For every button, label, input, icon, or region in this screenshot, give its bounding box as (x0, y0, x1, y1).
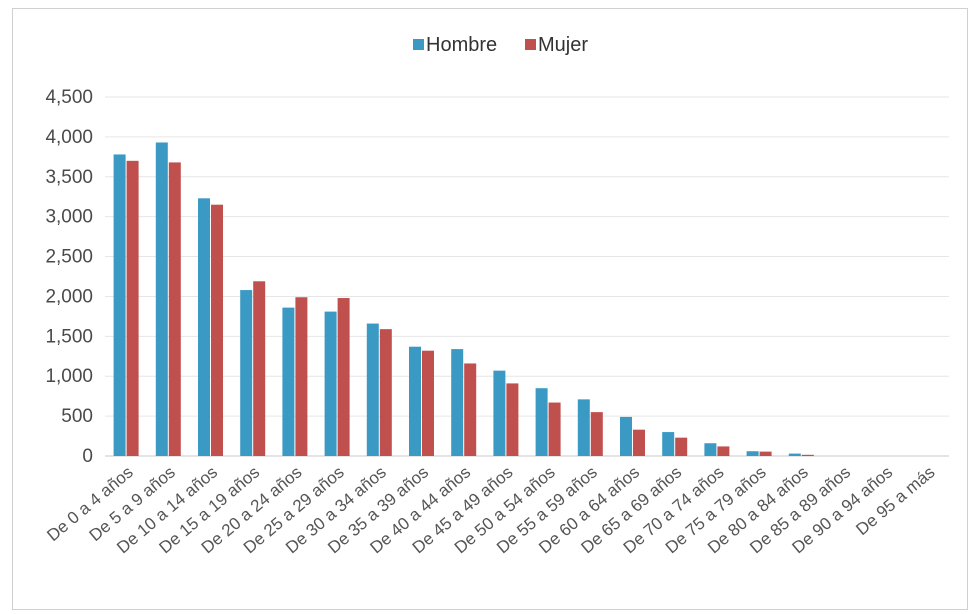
y-tick-label: 2,500 (45, 247, 93, 268)
bar-hombre (493, 371, 505, 456)
bar-mujer (675, 438, 687, 456)
bar-hombre (662, 432, 674, 456)
y-tick-label: 4,000 (45, 127, 93, 148)
bar-hombre (325, 312, 337, 456)
bar-hombre (367, 324, 379, 456)
y-tick-label: 0 (82, 446, 93, 467)
bar-mujer (211, 205, 223, 456)
bar-mujer (380, 329, 392, 456)
bar-mujer (549, 403, 561, 456)
y-tick-label: 2,000 (45, 286, 93, 307)
population-bar-chart: 0 500 1,000 1,500 2,000 2,500 3,000 3,500 4,000 4… (13, 9, 967, 609)
bar-hombre (704, 443, 716, 456)
y-tick-label: 1,500 (45, 326, 93, 347)
legend-swatch-hombre (413, 39, 424, 50)
bar-hombre (114, 154, 126, 456)
bar-hombre (578, 399, 590, 456)
legend-label-hombre: Hombre (426, 34, 497, 56)
bar-mujer (591, 412, 603, 456)
bar-hombre (451, 349, 463, 456)
y-tick-label: 3,000 (45, 207, 93, 228)
bar-hombre (536, 388, 548, 456)
bar-mujer (760, 452, 772, 456)
bar-mujer (295, 297, 307, 456)
bar-mujer (633, 430, 645, 456)
bar-mujer (464, 363, 476, 456)
bar-mujer (127, 161, 139, 456)
bar-mujer (169, 162, 181, 456)
legend-label-mujer: Mujer (538, 34, 588, 56)
bar-mujer (802, 455, 814, 456)
bar-hombre (282, 308, 294, 456)
bar-hombre (620, 417, 632, 456)
bar-hombre (789, 454, 801, 456)
bar-hombre (156, 142, 168, 456)
y-tick-label: 500 (61, 406, 93, 427)
bar-mujer (422, 351, 434, 456)
bar-mujer (717, 446, 729, 456)
y-tick-label: 1,000 (45, 366, 93, 387)
bar-hombre (409, 347, 421, 456)
chart-frame: 0 500 1,000 1,500 2,000 2,500 3,000 3,500 4,000 4… (12, 8, 968, 610)
bar-mujer (506, 383, 518, 456)
bar-mujer (253, 281, 265, 456)
bar-hombre (198, 198, 210, 456)
bar-hombre (240, 290, 252, 456)
legend-swatch-mujer (525, 39, 536, 50)
y-tick-label: 4,500 (45, 87, 93, 108)
bar-mujer (338, 298, 350, 456)
bar-hombre (747, 451, 759, 456)
y-tick-label: 3,500 (45, 167, 93, 188)
